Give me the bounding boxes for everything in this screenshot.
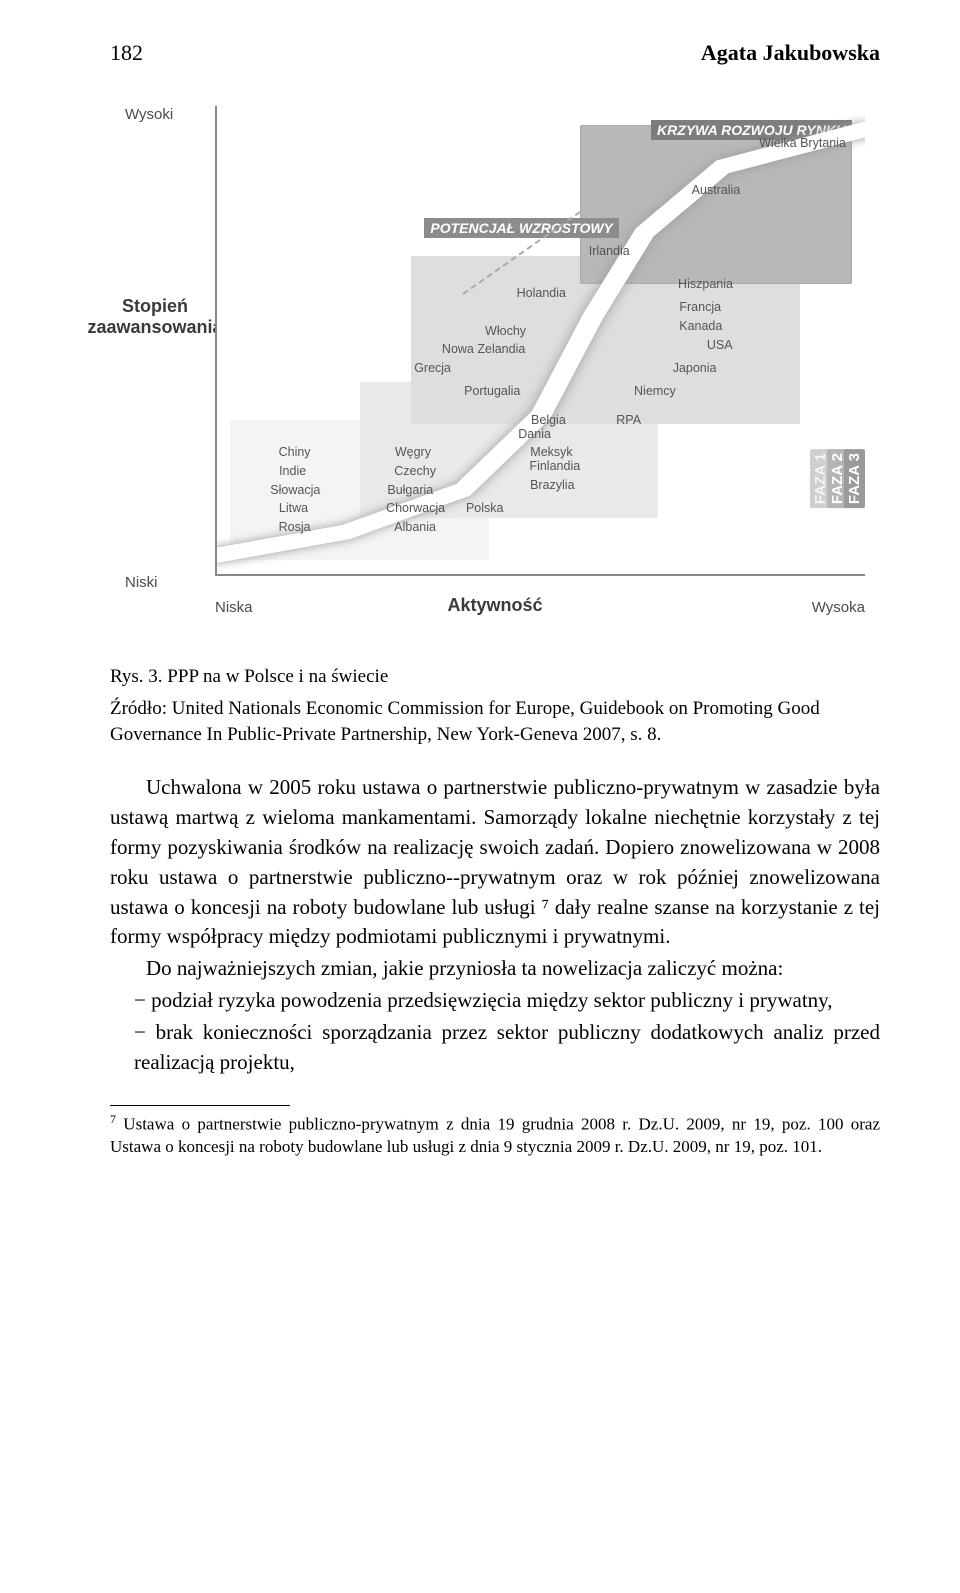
list-item: podział ryzyka powodzenia przedsięwzięci… <box>134 986 880 1016</box>
country-label: Słowacja <box>270 483 320 497</box>
country-label: Albania <box>394 520 436 534</box>
country-label: Rosja <box>279 520 311 534</box>
list-item: brak konieczności sporządzania przez sek… <box>134 1018 880 1078</box>
bullet-list: podział ryzyka powodzenia przedsięwzięci… <box>110 986 880 1077</box>
country-label: Nowa Zelandia <box>442 342 525 356</box>
figure-source: Źródło: United Nationals Economic Commis… <box>110 696 880 747</box>
y-axis-label: Stopień zaawansowania <box>75 296 235 338</box>
country-label: Polska <box>466 501 504 515</box>
country-label: Indie <box>279 464 306 478</box>
y-axis-low: Niski <box>125 574 158 591</box>
country-label: Bułgaria <box>387 483 433 497</box>
country-label: Portugalia <box>464 384 520 398</box>
figure-chart: Wysoki Stopień zaawansowania Niski FAZA … <box>125 96 865 636</box>
figure-caption: Rys. 3. PPP na w Polsce i na świecie <box>110 666 880 688</box>
country-label: Belgia <box>531 413 566 427</box>
country-label: Holandia <box>517 286 566 300</box>
footnote-marker: 7 <box>110 1112 116 1126</box>
footnote-text: Ustawa o partnerstwie publiczno-prywatny… <box>110 1115 880 1156</box>
article-body: Uchwalona w 2005 roku ustawa o partnerst… <box>110 773 880 1077</box>
x-axis-high: Wysoka <box>812 599 865 616</box>
page-header: 182 Agata Jakubowska <box>110 40 880 66</box>
country-label: Grecja <box>414 361 451 375</box>
country-label: Włochy <box>485 324 526 338</box>
chart-plot-area: FAZA 1 FAZA 2 FAZA 3 KRZYWA ROZWOJU RYNK… <box>215 106 865 576</box>
growth-curve <box>217 106 865 574</box>
country-label: Kanada <box>679 319 722 333</box>
footnote-separator <box>110 1105 290 1106</box>
page-number: 182 <box>110 40 143 66</box>
x-axis-label: Aktywność <box>447 595 542 616</box>
x-axis-low: Niska <box>215 599 253 616</box>
paragraph: Do najważniejszych zmian, jakie przynios… <box>110 954 880 984</box>
country-label: Hiszpania <box>678 277 733 291</box>
country-label: Dania <box>518 427 551 441</box>
country-label: Francja <box>679 300 721 314</box>
country-label: Niemcy <box>634 384 676 398</box>
country-label: Meksyk <box>530 445 572 459</box>
country-label: RPA <box>616 413 641 427</box>
author-name: Agata Jakubowska <box>701 40 880 66</box>
country-label: Australia <box>692 183 741 197</box>
paragraph: Uchwalona w 2005 roku ustawa o partnerst… <box>110 773 880 952</box>
country-label: Chorwacja <box>386 501 445 515</box>
country-label: Irlandia <box>589 244 630 258</box>
country-label: Czechy <box>394 464 436 478</box>
country-label: Wielka Brytania <box>759 136 846 150</box>
footnote: 7 Ustawa o partnerstwie publiczno-prywat… <box>110 1112 880 1158</box>
country-label: Japonia <box>673 361 717 375</box>
country-label: Węgry <box>395 445 431 459</box>
country-label: Litwa <box>279 501 308 515</box>
country-label: Finlandia <box>529 459 580 473</box>
y-axis-high: Wysoki <box>125 106 173 123</box>
country-label: Chiny <box>279 445 311 459</box>
country-label: Brazylia <box>530 478 574 492</box>
country-label: USA <box>707 338 733 352</box>
